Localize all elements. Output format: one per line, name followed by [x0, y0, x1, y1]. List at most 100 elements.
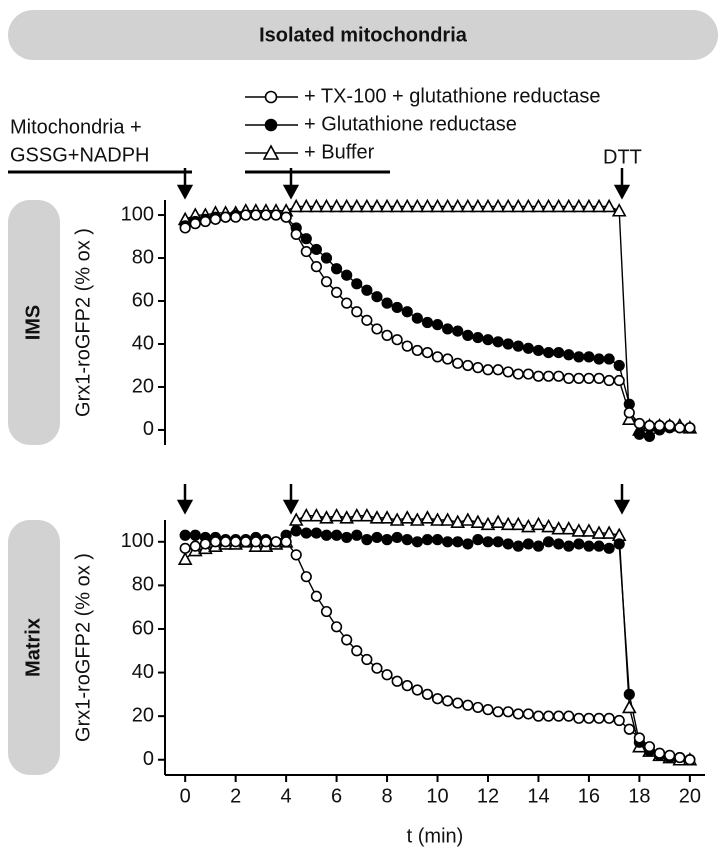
data-point: [522, 708, 534, 720]
data-point: [401, 534, 413, 546]
data-point: [411, 684, 423, 696]
data-point: [300, 571, 312, 583]
data-point: [482, 334, 494, 346]
data-point: [442, 536, 454, 548]
data-point: [460, 198, 476, 213]
data-point: [480, 516, 496, 531]
data-point: [351, 529, 363, 541]
legend-label: + TX-100 + glutathione reductase: [304, 85, 601, 107]
y-tick-label: 20: [132, 375, 154, 397]
data-point: [583, 351, 595, 363]
data-point: [611, 203, 627, 217]
data-point: [330, 286, 343, 299]
data-point: [361, 534, 373, 546]
annotation: Mitochondria +: [10, 116, 142, 138]
data-point: [421, 316, 434, 329]
data-point: [391, 301, 403, 314]
data-point: [381, 329, 393, 341]
data-point: [563, 540, 575, 552]
data-point: [452, 697, 464, 709]
data-point: [351, 278, 363, 290]
data-point: [209, 536, 222, 548]
data-point: [270, 536, 282, 548]
x-tick-label: 6: [331, 785, 342, 807]
data-point: [522, 538, 534, 550]
data-point: [492, 336, 504, 348]
data-point: [371, 531, 383, 544]
data-point: [349, 507, 365, 522]
y-tick-label: 100: [121, 203, 154, 225]
data-point: [409, 512, 425, 526]
legend-label: + Buffer: [304, 141, 375, 163]
data-point: [664, 749, 676, 761]
data-point: [532, 370, 545, 382]
data-point: [573, 712, 585, 724]
data-point: [480, 198, 496, 213]
data-point: [482, 536, 494, 548]
data-point: [290, 228, 302, 240]
data-point: [389, 512, 405, 526]
data-point: [420, 510, 435, 524]
data-point: [502, 538, 514, 550]
data-point: [551, 198, 566, 213]
data-point: [320, 276, 333, 288]
y-tick-label: 80: [132, 574, 154, 596]
data-point: [442, 695, 454, 707]
data-point: [442, 353, 454, 365]
data-point: [502, 366, 514, 378]
data-point: [431, 319, 444, 331]
data-point: [199, 538, 211, 550]
data-point: [189, 218, 201, 230]
y-tick-label: 80: [132, 246, 154, 268]
data-point: [341, 269, 353, 281]
data-point: [490, 198, 506, 213]
data-point: [320, 605, 333, 618]
data-point: [462, 538, 474, 550]
data-point: [500, 516, 516, 531]
data-point: [389, 198, 405, 213]
data-point: [472, 701, 484, 714]
series-line: [185, 530, 691, 761]
data-point: [591, 525, 607, 539]
data-point: [280, 211, 292, 223]
data-point: [573, 372, 585, 384]
data-point: [531, 516, 546, 531]
data-point: [563, 349, 575, 361]
data-point: [510, 198, 526, 213]
data-point: [341, 297, 353, 309]
data-point: [341, 531, 353, 544]
data-point: [351, 306, 363, 318]
annotation: DTT: [603, 146, 642, 168]
data-point: [522, 368, 534, 380]
data-point: [288, 198, 304, 213]
data-point: [401, 340, 413, 352]
data-point: [500, 198, 516, 213]
data-point: [339, 198, 355, 213]
data-point: [421, 688, 434, 700]
data-point: [309, 507, 324, 522]
x-tick-label: 0: [180, 785, 191, 807]
data-point: [512, 708, 524, 720]
data-point: [462, 699, 474, 711]
data-point: [391, 675, 403, 687]
data-point: [553, 710, 565, 722]
data-point: [381, 669, 393, 681]
data-point: [542, 346, 555, 359]
data-point: [330, 263, 343, 275]
data-point: [593, 540, 605, 552]
data-point: [601, 525, 617, 539]
data-point: [621, 699, 637, 714]
data-point: [442, 323, 454, 335]
x-tick-label: 14: [527, 785, 549, 807]
data-point: [653, 747, 666, 759]
data-point: [490, 514, 506, 528]
data-point: [290, 549, 302, 561]
data-point: [643, 741, 656, 753]
data-point: [583, 540, 595, 552]
data-point: [399, 510, 415, 524]
data-point: [664, 420, 676, 432]
data-point: [522, 342, 534, 354]
data-point: [250, 209, 262, 221]
data-point: [603, 542, 615, 554]
data-point: [209, 213, 222, 225]
